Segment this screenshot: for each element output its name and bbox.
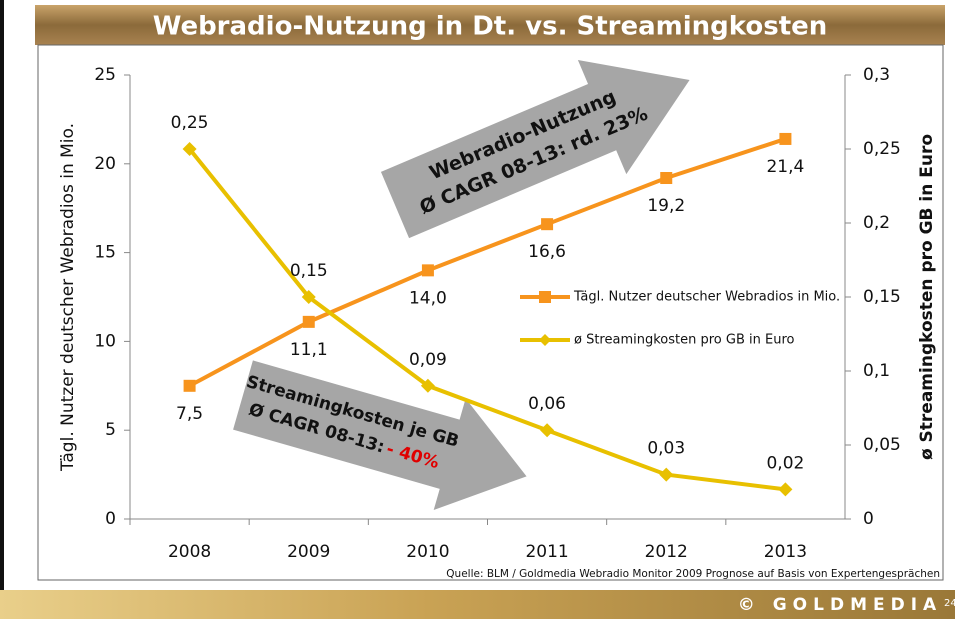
source: Quelle: BLM / Goldmedia Webradio Monitor… <box>446 568 940 580</box>
point <box>660 172 673 185</box>
value-label: 11,1 <box>290 340 328 360</box>
value-label: 0,06 <box>528 394 566 414</box>
point <box>301 290 316 304</box>
value-label: 14,0 <box>409 288 447 308</box>
value-label: 0,25 <box>171 113 209 133</box>
y2-tick-label: 0,2 <box>863 213 890 233</box>
y2-tick-label: 0,05 <box>863 435 901 455</box>
series-line <box>188 147 786 492</box>
y-tick-label: 20 <box>94 154 116 174</box>
y2-tick-label: 0,25 <box>863 139 901 159</box>
value-label: 0,15 <box>290 261 328 281</box>
x-tick-label: 2009 <box>287 542 330 562</box>
legend-label: Tägl. Nutzer deutscher Webradios in Mio. <box>573 290 840 305</box>
legend-marker <box>539 334 551 346</box>
x-tick-label: 2011 <box>525 542 568 562</box>
y2-tick-label: 0,3 <box>863 65 890 85</box>
left-border <box>0 0 4 590</box>
point <box>779 132 792 145</box>
value-label: 19,2 <box>647 196 685 216</box>
value-label: 7,5 <box>176 404 203 424</box>
legend-marker <box>539 291 551 303</box>
value-label: 0,09 <box>409 350 447 370</box>
y-tick-label: 5 <box>105 420 116 440</box>
y2-axis-label: ø Streamingkosten pro GB in Euro <box>917 134 937 460</box>
y2-tick-label: 0,1 <box>863 361 890 381</box>
x-tick-label: 2010 <box>406 542 449 562</box>
point <box>778 482 793 497</box>
legend-label: ø Streamingkosten pro GB in Euro <box>574 333 795 348</box>
brand: © GOLDMEDIA <box>738 595 942 615</box>
title-bar <box>35 5 945 45</box>
point <box>182 142 197 156</box>
point <box>420 378 435 393</box>
point <box>421 264 434 277</box>
value-label: 21,4 <box>766 157 804 177</box>
value-label: 0,02 <box>766 453 804 473</box>
point <box>540 423 555 438</box>
x-tick-label: 2013 <box>764 542 807 562</box>
plot: 0 5 10 15 20 25 0 0,05 0,1 0,15 0,2 0,25 0,3 2008 2009… <box>94 65 901 562</box>
y-tick-label: 10 <box>94 331 116 351</box>
series-line <box>188 137 787 388</box>
point <box>541 218 554 231</box>
x-tick-label: 2012 <box>645 542 688 562</box>
value-label: 16,6 <box>528 242 566 262</box>
point <box>183 379 196 392</box>
footer-bar <box>0 590 955 619</box>
page-number: 24 <box>944 598 955 609</box>
y-tick-label: 15 <box>94 243 116 263</box>
y2-tick-label: 0,15 <box>863 287 901 307</box>
y-axis-label: Tägl. Nutzer deutscher Webradios in Mio. <box>58 123 78 472</box>
y-tick-label: 25 <box>94 65 116 85</box>
value-label: 0,03 <box>647 439 685 459</box>
y2-tick-label: 0 <box>863 509 874 529</box>
y-tick-label: 0 <box>105 509 116 529</box>
x-tick-label: 2008 <box>168 542 211 562</box>
point <box>302 315 315 328</box>
point <box>659 467 674 482</box>
chart-title: Webradio-Nutzung in Dt. vs. Streamingkos… <box>153 12 828 42</box>
